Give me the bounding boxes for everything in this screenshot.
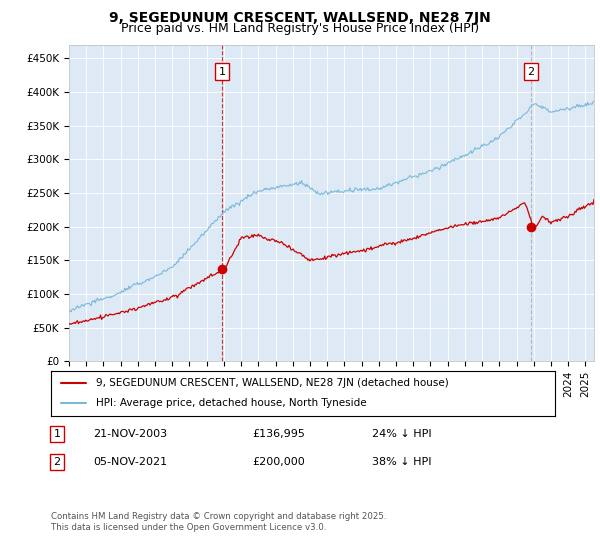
Text: Price paid vs. HM Land Registry's House Price Index (HPI): Price paid vs. HM Land Registry's House … — [121, 22, 479, 35]
Text: 21-NOV-2003: 21-NOV-2003 — [93, 429, 167, 439]
Text: 24% ↓ HPI: 24% ↓ HPI — [372, 429, 431, 439]
Text: 9, SEGEDUNUM CRESCENT, WALLSEND, NE28 7JN (detached house): 9, SEGEDUNUM CRESCENT, WALLSEND, NE28 7J… — [97, 378, 449, 388]
Text: 38% ↓ HPI: 38% ↓ HPI — [372, 457, 431, 467]
Text: £200,000: £200,000 — [252, 457, 305, 467]
Text: 9, SEGEDUNUM CRESCENT, WALLSEND, NE28 7JN: 9, SEGEDUNUM CRESCENT, WALLSEND, NE28 7J… — [109, 11, 491, 25]
Text: 2: 2 — [53, 457, 61, 467]
Text: 1: 1 — [218, 67, 226, 77]
Text: 2: 2 — [527, 67, 535, 77]
Text: 05-NOV-2021: 05-NOV-2021 — [93, 457, 167, 467]
Text: Contains HM Land Registry data © Crown copyright and database right 2025.
This d: Contains HM Land Registry data © Crown c… — [51, 512, 386, 532]
Text: 1: 1 — [53, 429, 61, 439]
Text: £136,995: £136,995 — [252, 429, 305, 439]
Text: HPI: Average price, detached house, North Tyneside: HPI: Average price, detached house, Nort… — [97, 398, 367, 408]
